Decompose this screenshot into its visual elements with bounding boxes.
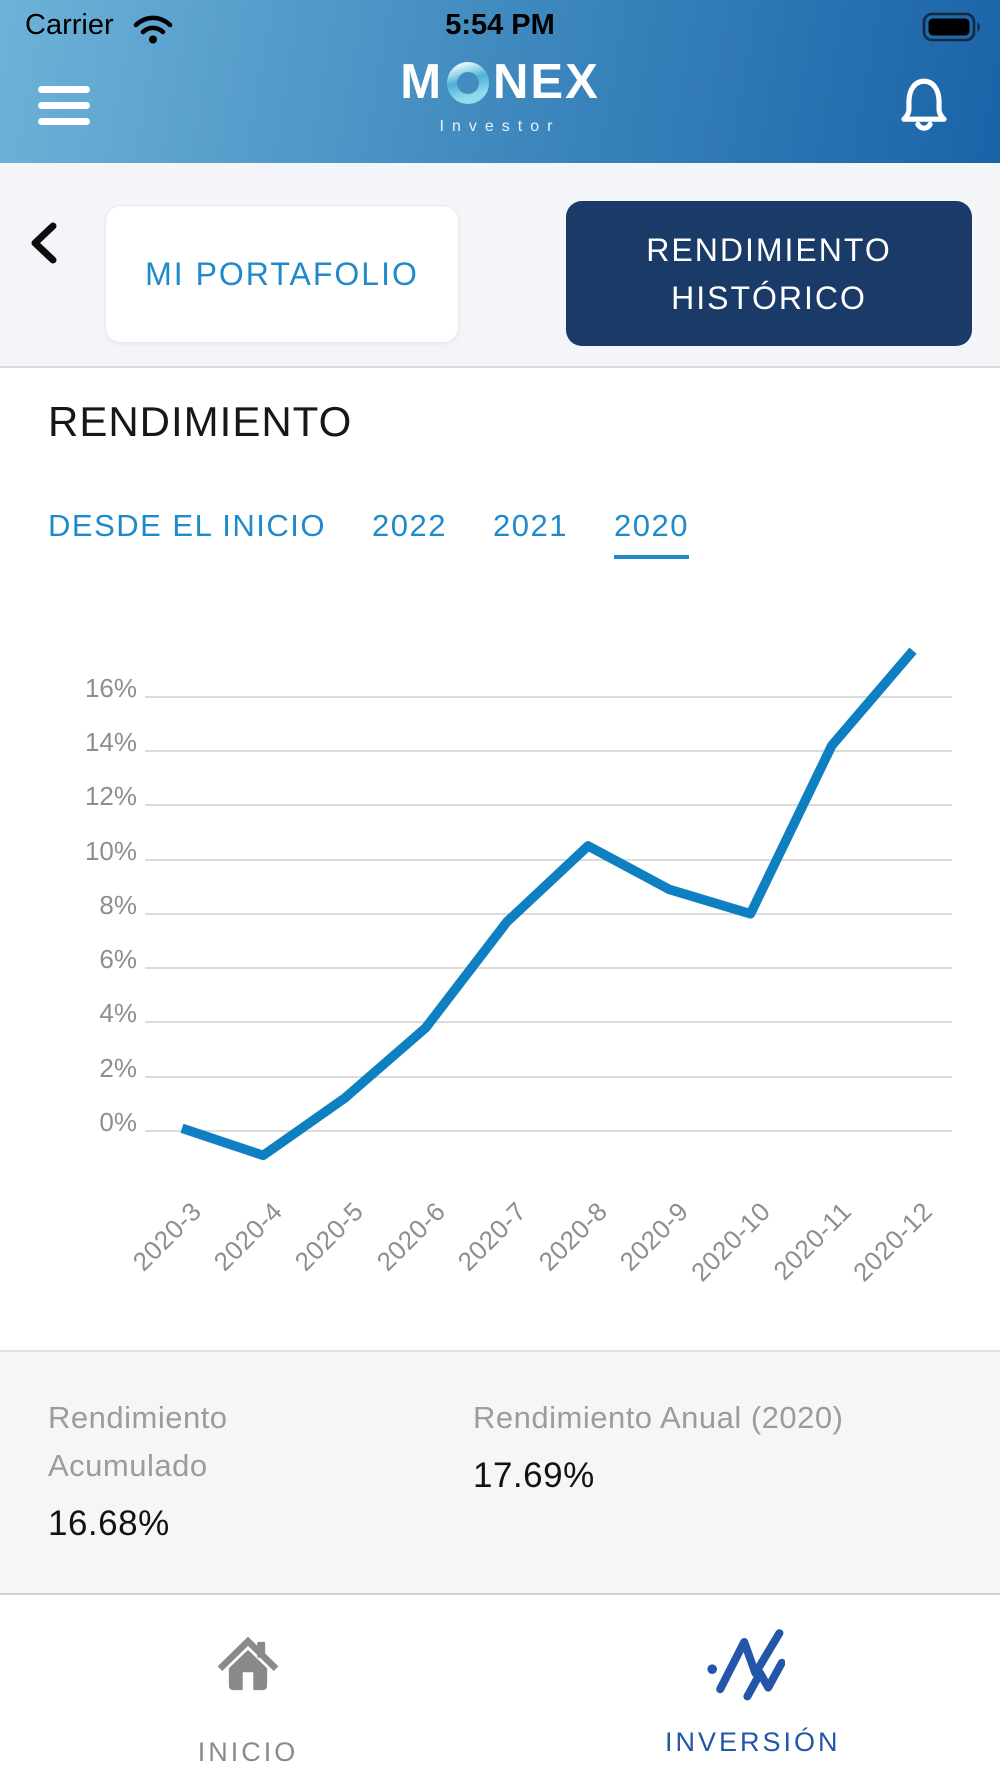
y-axis-label: 10% xyxy=(84,835,137,866)
gridline xyxy=(145,858,952,861)
logo-letter-m: M xyxy=(400,55,444,109)
logo-o-ring-icon xyxy=(446,61,490,105)
filter-tab-2021[interactable]: 2021 xyxy=(493,508,568,543)
performance-line-chart: 0% 2% 4% 6% 8% 10% 12% 14% 16% 2020-3 2020-4 2020-5… xyxy=(84,647,952,1287)
performance-series-line xyxy=(180,647,917,1161)
y-axis-label: 0% xyxy=(99,1107,137,1137)
y-axis-label: 2% xyxy=(99,1052,137,1083)
gridline xyxy=(145,1130,952,1132)
y-axis-label: 6% xyxy=(99,944,137,975)
monex-logo: M NEX Investor xyxy=(0,58,1000,136)
back-chevron-icon[interactable] xyxy=(26,219,62,272)
y-axis-label: 16% xyxy=(84,672,137,703)
filter-tab-desde-el-inicio[interactable]: DESDE EL INICIO xyxy=(48,508,327,543)
nav-label-inversion: INVERSIÓN xyxy=(665,1727,841,1757)
filter-tab-2020[interactable]: 2020 xyxy=(613,508,689,559)
gridline xyxy=(145,967,952,970)
nav-label-inicio: INICIO xyxy=(197,1737,299,1767)
period-filter-tabs: DESDE EL INICIO 2022 2021 2020 xyxy=(48,508,689,559)
investment-chart-icon xyxy=(705,1629,786,1706)
y-axis-label: 12% xyxy=(84,781,137,812)
notification-bell-icon[interactable] xyxy=(898,74,950,137)
y-axis-label: 14% xyxy=(84,726,137,757)
gridline xyxy=(145,695,952,698)
annual-return-block: Rendimiento Anual (2020) 17.69% xyxy=(473,1394,952,1593)
accumulated-return-label: Rendimiento Acumulado xyxy=(48,1400,228,1484)
clock-label: 5:54 PM xyxy=(445,9,555,41)
annual-return-label: Rendimiento Anual (2020) xyxy=(473,1400,844,1435)
gridline xyxy=(145,1075,952,1078)
nav-item-inversion[interactable]: INVERSIÓN xyxy=(665,1622,841,1758)
gridline xyxy=(145,749,952,752)
home-icon xyxy=(215,1636,281,1702)
performance-summary: Rendimiento Acumulado 16.68% Rendimiento… xyxy=(0,1350,1000,1593)
gridline xyxy=(145,912,952,915)
accumulated-return-value: 16.68% xyxy=(48,1504,170,1544)
bottom-navigation: INICIO INVERSIÓN xyxy=(0,1593,1000,1778)
nav-item-inicio[interactable]: INICIO xyxy=(168,1632,328,1768)
annual-return-value: 17.69% xyxy=(473,1456,595,1496)
chart-line-svg xyxy=(180,647,917,1161)
wifi-icon xyxy=(133,13,173,50)
menu-bar xyxy=(38,86,90,93)
accumulated-return-block: Rendimiento Acumulado 16.68% xyxy=(48,1394,388,1593)
y-axis-label: 8% xyxy=(99,889,137,920)
logo-letters-nex: NEX xyxy=(493,55,600,109)
menu-bar xyxy=(38,102,90,109)
battery-icon xyxy=(922,10,984,47)
app-header: Carrier 5:54 PM M xyxy=(0,0,1000,163)
tab-mi-portafolio[interactable]: MI PORTAFOLIO xyxy=(105,205,459,343)
gridline xyxy=(145,1021,952,1024)
filter-tab-2022[interactable]: 2022 xyxy=(372,508,447,543)
y-axis-label: 4% xyxy=(99,998,137,1029)
carrier-label: Carrier xyxy=(25,9,114,41)
page-title: RENDIMIENTO xyxy=(48,398,353,445)
tab-rendimiento-historico[interactable]: RENDIMIENTO HISTÓRICO xyxy=(566,201,972,346)
view-switcher: MI PORTAFOLIO RENDIMIENTO HISTÓRICO xyxy=(0,163,1000,368)
menu-bar xyxy=(38,118,90,125)
logo-subtitle: Investor xyxy=(439,118,561,135)
gridline xyxy=(145,804,952,807)
hamburger-menu-icon[interactable] xyxy=(38,86,90,125)
